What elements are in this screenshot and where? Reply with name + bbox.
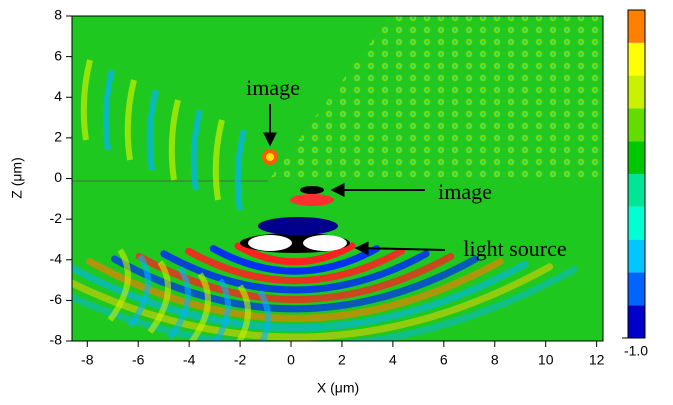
x-tick-label: 8 xyxy=(491,352,499,368)
colorbar-frame xyxy=(627,9,646,339)
colorbar-swatch xyxy=(628,10,645,43)
field xyxy=(72,16,603,341)
side-lobe xyxy=(190,109,203,191)
side-lobe xyxy=(127,254,151,328)
side-lobe xyxy=(212,278,231,341)
side-lobe xyxy=(257,290,271,341)
colorbar-swatch xyxy=(628,42,645,76)
side-lobe xyxy=(80,59,93,141)
side-lobe xyxy=(146,89,159,171)
colorbar-swatch xyxy=(628,141,645,174)
x-tick-label: 10 xyxy=(538,352,554,368)
y-axis-label: Z (μm) xyxy=(9,157,25,199)
y-tick-label: 2 xyxy=(54,129,62,145)
annotation: image xyxy=(438,179,492,204)
side-lobe xyxy=(212,119,225,201)
x-tick-label: 0 xyxy=(287,352,295,368)
y-tick-label: 4 xyxy=(54,88,62,104)
colorbar-swatch xyxy=(628,206,645,240)
colorbar-swatch xyxy=(628,305,645,338)
colorbar-swatch xyxy=(628,239,645,273)
side-lobe xyxy=(124,79,137,161)
y-tick-label: -4 xyxy=(50,250,63,266)
wave-band xyxy=(72,263,554,341)
side-lobe xyxy=(107,248,131,322)
side-lobe xyxy=(188,272,211,341)
x-axis-label: X (μm) xyxy=(317,380,359,396)
y-tick-label: 6 xyxy=(54,47,62,63)
wave-band xyxy=(234,242,356,266)
wave-band xyxy=(185,247,405,285)
y-tick-label: -2 xyxy=(50,210,63,226)
colorbar-swatch xyxy=(628,75,645,109)
x-tick-label: -4 xyxy=(183,352,196,368)
wave-band xyxy=(135,252,455,303)
colorbar-swatch xyxy=(628,272,645,306)
side-lobe xyxy=(147,260,171,334)
x-tick-label: -8 xyxy=(81,352,94,368)
annotation: image xyxy=(246,75,300,100)
side-lobe xyxy=(234,129,247,211)
colorbar-swatch xyxy=(628,174,645,207)
arrow xyxy=(354,241,446,256)
x-tick-label: 4 xyxy=(389,352,397,368)
x-tick-label: -6 xyxy=(132,352,145,368)
colorbar-swatch xyxy=(628,108,645,142)
x-tick-label: 12 xyxy=(589,352,605,368)
x-tick-label: 6 xyxy=(440,352,448,368)
side-lobe xyxy=(168,99,181,181)
wave-band xyxy=(72,260,529,332)
wave-band xyxy=(209,245,381,275)
y-tick-label: 0 xyxy=(54,169,62,185)
side-lobe xyxy=(102,69,115,151)
y-tick-label: 8 xyxy=(54,7,62,23)
x-tick-label: 2 xyxy=(338,352,346,368)
side-lobe xyxy=(167,266,191,340)
wave-band xyxy=(72,265,578,341)
annotation: light source xyxy=(463,236,566,261)
wave-band xyxy=(111,255,479,313)
colorbar-tick-label: -1.0 xyxy=(624,343,648,359)
y-tick-label: -8 xyxy=(50,332,63,348)
side-lobe xyxy=(236,284,251,341)
x-tick-label: -2 xyxy=(234,352,247,368)
wave-band xyxy=(160,250,430,294)
y-tick-label: -6 xyxy=(50,291,63,307)
